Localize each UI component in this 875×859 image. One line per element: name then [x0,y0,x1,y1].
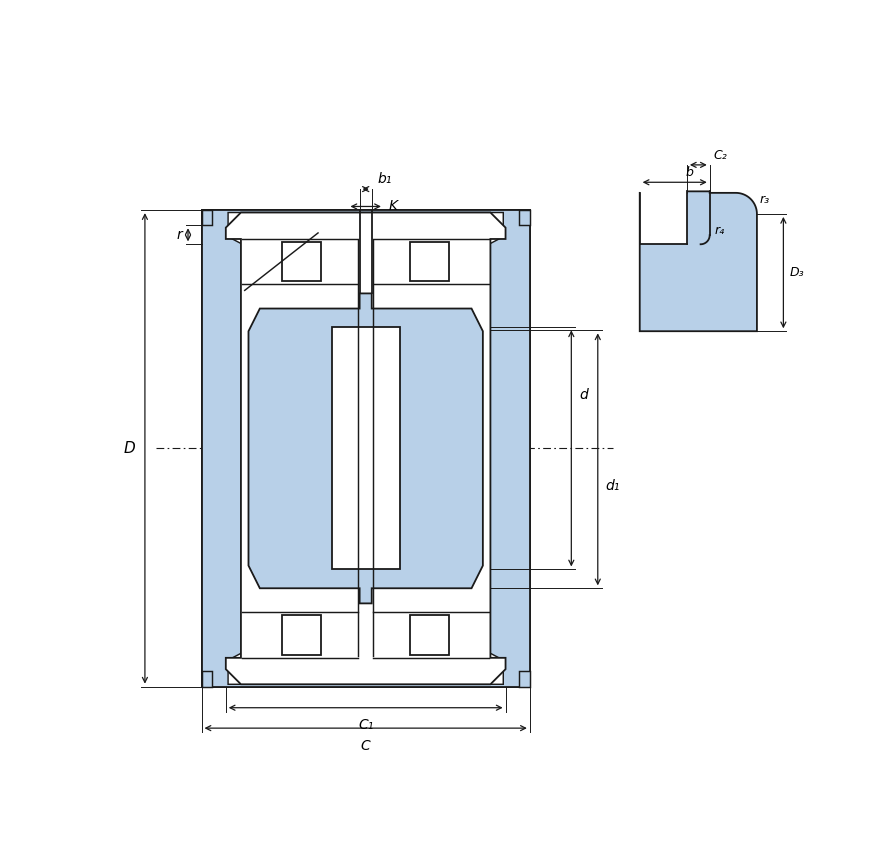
Bar [410,616,449,655]
Text: r₃: r₃ [760,193,770,206]
Bar [201,210,213,225]
Polygon shape [201,210,529,686]
Polygon shape [248,294,483,603]
Polygon shape [228,212,503,685]
Text: D₃: D₃ [789,266,804,279]
Polygon shape [226,212,506,685]
Text: K: K [388,199,397,214]
Text: d₁: d₁ [606,479,620,493]
Text: r₄: r₄ [714,224,724,237]
Text: C: C [360,739,370,752]
Bar [519,210,529,225]
Polygon shape [201,210,529,686]
Text: r: r [176,228,182,242]
Text: B: B [402,448,412,463]
Text: b: b [685,167,693,180]
Text: 30°: 30° [258,350,283,364]
Polygon shape [640,192,757,332]
Text: C₁: C₁ [358,718,374,733]
Text: D: D [123,441,135,456]
Text: b₁: b₁ [378,172,392,186]
Bar [519,672,529,686]
Bar [410,242,449,281]
Bar [282,616,321,655]
Text: d: d [579,388,588,403]
Text: C₂: C₂ [713,149,727,161]
Polygon shape [640,154,687,244]
Bar [201,672,213,686]
Polygon shape [332,327,400,570]
Bar [282,242,321,281]
